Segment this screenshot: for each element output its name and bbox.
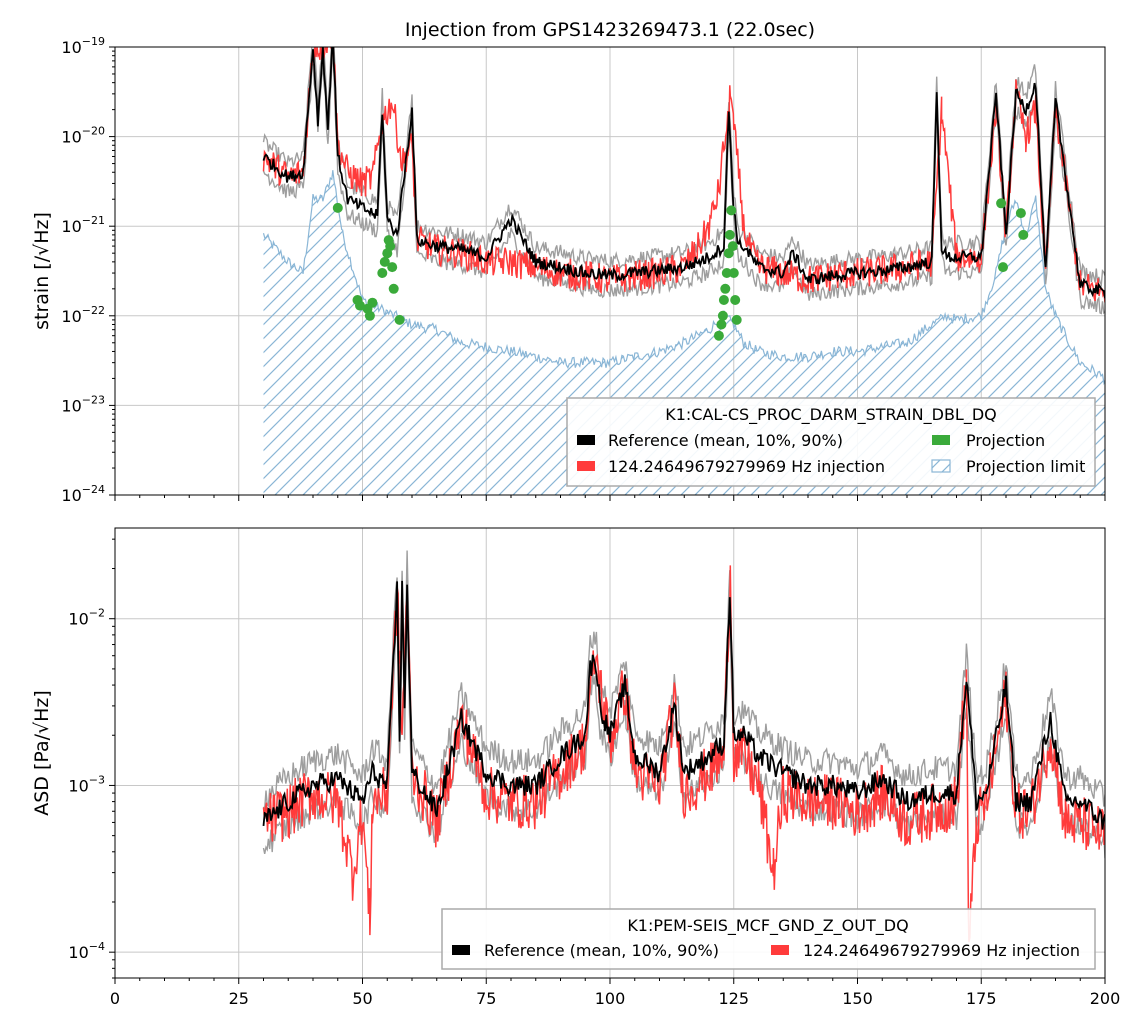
asd-reference-mean-line: [262, 580, 1105, 830]
projection-point: [387, 262, 398, 273]
legend-swatch-projection-limit: [931, 459, 951, 473]
legend-swatch-reference: [577, 435, 595, 445]
y-tick-label: 10−19: [61, 35, 105, 57]
figure-title: Injection from GPS1423269473.1 (22.0sec): [405, 19, 815, 41]
asd-y-label: ASD [Pa/√Hz]: [31, 690, 53, 816]
projection-point: [721, 268, 732, 278]
projection-point: [998, 262, 1008, 273]
projection-point: [355, 300, 365, 311]
projection-point: [726, 205, 737, 216]
x-tick-label: 200: [1090, 989, 1121, 1008]
y-tick-label: 10−3: [68, 773, 105, 795]
asd-injection-line: [262, 565, 1105, 943]
x-tick-label: 0: [110, 989, 120, 1008]
strain-x-ticks: [114, 495, 1106, 501]
y-tick-label: 10−2: [68, 607, 105, 629]
projection-point: [713, 330, 724, 341]
x-tick-label: 50: [352, 989, 372, 1008]
x-tick-label: 25: [229, 989, 249, 1008]
strain-panel: 10−24 10−23 10−22 10−21 10−20 10−19 strain [/…: [31, 35, 1106, 505]
projection-point: [367, 297, 378, 308]
y-tick-label: 10−21: [61, 214, 105, 236]
projection-point: [379, 256, 390, 267]
projection-point: [1018, 229, 1029, 240]
legend-label-injection: 124.24649679279969 Hz injection: [608, 457, 885, 476]
projection-point: [716, 319, 727, 330]
strain-y-label: strain [/√Hz]: [31, 212, 53, 330]
y-tick-label: 10−23: [61, 393, 105, 415]
legend-swatch-projection: [932, 435, 950, 445]
asd-legend-label-reference: Reference (mean, 10%, 90%): [484, 941, 719, 960]
x-tick-label: 150: [842, 989, 873, 1008]
projection-point: [727, 241, 738, 252]
legend-label-reference: Reference (mean, 10%, 90%): [608, 431, 843, 450]
y-tick-label: 10−22: [61, 304, 105, 326]
asd-legend: K1:PEM-SEIS_MCF_GND_Z_OUT_DQ Reference (…: [441, 908, 1096, 970]
strain-legend: K1:CAL-CS_PROC_DARM_STRAIN_DBL_DQ Refere…: [566, 397, 1096, 487]
x-tick-label: 175: [966, 989, 997, 1008]
asd-legend-swatch-injection: [771, 945, 789, 955]
strain-legend-title: K1:CAL-CS_PROC_DARM_STRAIN_DBL_DQ: [665, 405, 997, 425]
asd-legend-label-injection: 124.24649679279969 Hz injection: [803, 941, 1080, 960]
projection-point: [720, 283, 731, 294]
y-tick-label: 10−24: [61, 483, 105, 505]
strain-y-ticks: 10−24 10−23 10−22 10−21 10−20 10−19: [61, 35, 115, 505]
asd-series: [262, 550, 1105, 943]
projection-point: [996, 198, 1007, 209]
asd-legend-box: [441, 908, 1096, 970]
strain-legend-box: [566, 397, 1096, 487]
y-tick-label: 10−4: [68, 940, 105, 962]
asd-legend-swatch-reference: [452, 945, 470, 955]
projection-point: [724, 229, 735, 240]
y-tick-label: 10−20: [61, 125, 105, 147]
projection-point: [730, 295, 741, 305]
reference-mean-line: [262, 47, 1105, 299]
projection-point: [717, 310, 728, 321]
x-tick-label: 100: [595, 989, 626, 1008]
projection-point: [385, 241, 396, 252]
x-tick-label: 75: [476, 989, 496, 1008]
projection-point: [332, 202, 343, 213]
projection-point: [1015, 208, 1026, 219]
asd-legend-title: K1:PEM-SEIS_MCF_GND_Z_OUT_DQ: [627, 916, 908, 936]
x-tick-label: 125: [718, 989, 749, 1008]
reference-10pct-line: [262, 49, 1105, 315]
projection-point: [718, 295, 729, 305]
projection-point: [728, 268, 739, 278]
projection-point: [394, 314, 405, 325]
asd-panel: 10−4 10−3 10−2 0 25 50 75 100 125 150 175 200 ASD …: [31, 527, 1120, 1008]
asd-x-ticks: 0 25 50 75 100 125 150 175 200: [110, 978, 1120, 1008]
legend-label-projection: Projection: [966, 431, 1045, 450]
legend-label-projection-limit: Projection limit: [966, 457, 1085, 476]
projection-point: [388, 283, 399, 294]
projection-point: [364, 310, 375, 321]
projection-point: [377, 268, 388, 278]
asd-y-ticks: 10−4 10−3 10−2: [68, 538, 115, 979]
legend-swatch-injection: [577, 461, 595, 471]
projection-point: [731, 314, 742, 325]
